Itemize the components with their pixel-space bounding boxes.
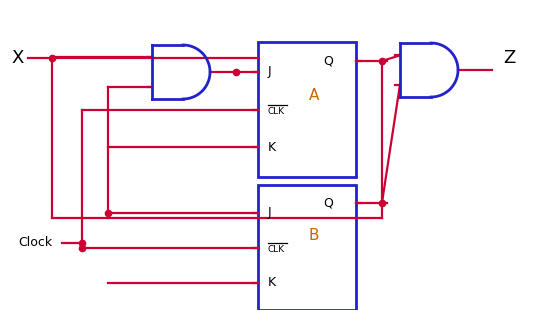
Text: K: K — [268, 141, 276, 154]
Text: K: K — [268, 276, 276, 289]
Text: CLK: CLK — [268, 107, 285, 116]
Text: A: A — [309, 88, 319, 104]
Text: Clock: Clock — [18, 237, 52, 250]
Text: J: J — [268, 65, 271, 78]
Text: Z: Z — [503, 49, 515, 67]
Text: J: J — [268, 206, 271, 219]
Text: Q: Q — [324, 196, 334, 209]
Bar — [258, 42, 356, 177]
Text: B: B — [309, 228, 319, 242]
Text: Q: Q — [324, 54, 334, 67]
Text: CLK: CLK — [268, 245, 285, 254]
Bar — [258, 185, 356, 310]
Text: X: X — [12, 49, 24, 67]
